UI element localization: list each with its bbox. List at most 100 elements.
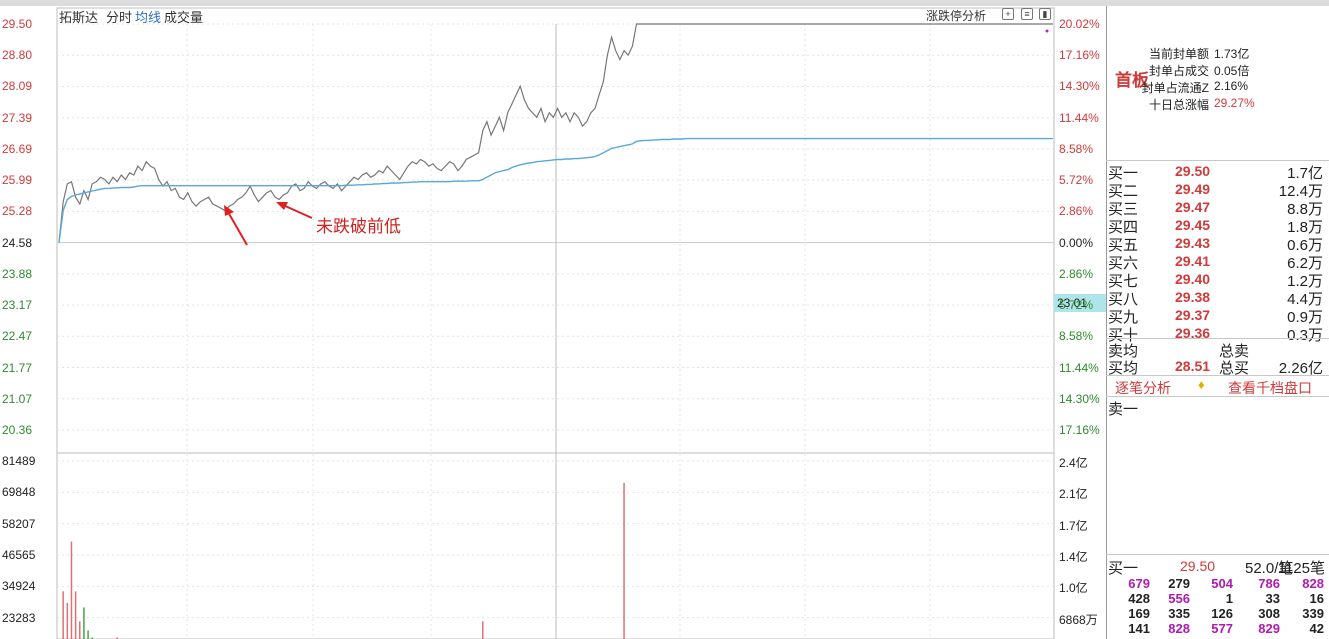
board-info-label: 封单占成交 bbox=[1148, 64, 1209, 78]
pct-tick: 20.02% bbox=[1059, 17, 1100, 31]
quote-panel bbox=[1106, 6, 1329, 639]
pct-tick: 5.72% bbox=[1059, 298, 1094, 313]
divider bbox=[1106, 338, 1329, 339]
queue-cell: 828 bbox=[1302, 576, 1324, 591]
pct-tick: 5.72% bbox=[1059, 173, 1094, 188]
order-level-price: 29.37 bbox=[1175, 307, 1211, 323]
price-tick: 25.99 bbox=[2, 173, 33, 188]
queue-per-trade: 52.0/笔 bbox=[1245, 560, 1294, 577]
pct-tick: 8.58% bbox=[1059, 329, 1094, 344]
board-info-value: 2.16% bbox=[1214, 79, 1249, 93]
volume-amount-tick: 2.4亿 bbox=[1059, 456, 1088, 470]
queue-cell: 279 bbox=[1168, 576, 1190, 591]
board-info-value: 1.73亿 bbox=[1214, 47, 1250, 61]
order-level-price: 29.43 bbox=[1175, 235, 1211, 251]
add-icon[interactable]: + bbox=[1002, 8, 1014, 20]
pct-tick: 14.30% bbox=[1059, 391, 1100, 406]
stock-name: 拓斯达 bbox=[59, 10, 99, 25]
queue-cell: 141 bbox=[1128, 621, 1150, 636]
price-tick: 23.88 bbox=[2, 266, 33, 281]
queue-label: 买一 bbox=[1108, 560, 1139, 577]
settings-icon[interactable]: ≡ bbox=[1021, 8, 1033, 20]
queue-cell: 786 bbox=[1258, 576, 1280, 591]
divider bbox=[1106, 160, 1329, 161]
price-tick: 23.17 bbox=[2, 298, 33, 313]
queue-cell: 679 bbox=[1128, 576, 1150, 591]
order-level-volume: 8.8万 bbox=[1287, 201, 1323, 218]
price-tick: 21.77 bbox=[2, 360, 33, 375]
divider bbox=[1106, 375, 1329, 376]
price-tick: 28.09 bbox=[2, 79, 33, 94]
price-tick: 24.58 bbox=[2, 235, 33, 250]
queue-cell: 577 bbox=[1211, 621, 1233, 636]
buy-avg-label: 买均 bbox=[1108, 360, 1139, 377]
order-level-label: 买七 bbox=[1108, 273, 1139, 290]
board-info-label: 十日总涨幅 bbox=[1148, 98, 1209, 112]
pct-tick: 2.86% bbox=[1059, 266, 1094, 281]
annotation-arrowhead bbox=[224, 205, 234, 216]
order-level-volume: 1.7亿 bbox=[1287, 165, 1323, 182]
price-tick: 29.50 bbox=[2, 17, 33, 31]
price-tick: 22.47 bbox=[2, 329, 33, 344]
buy-total-label: 总买 bbox=[1219, 360, 1250, 377]
pct-tick: 8.58% bbox=[1059, 141, 1094, 156]
order-level-label: 买四 bbox=[1108, 219, 1139, 236]
order-level-price: 29.50 bbox=[1175, 163, 1211, 179]
order-level-price: 29.36 bbox=[1175, 325, 1211, 341]
order-level-volume: 0.9万 bbox=[1287, 309, 1323, 326]
volume-tick: 58207 bbox=[2, 516, 36, 531]
view-depth-link[interactable]: 查看千档盘口 bbox=[1228, 380, 1312, 396]
pct-tick: 2.86% bbox=[1059, 204, 1094, 219]
trade-detail-link[interactable]: 逐笔分析 bbox=[1115, 380, 1171, 396]
limit-marker-dot bbox=[1045, 29, 1049, 33]
queue-cell: 339 bbox=[1302, 606, 1324, 621]
pct-tick: 17.16% bbox=[1059, 48, 1100, 63]
price-tick: 20.36 bbox=[2, 423, 33, 437]
order-level-volume: 6.2万 bbox=[1287, 255, 1323, 272]
board-title: 首板 bbox=[1115, 71, 1149, 90]
toggle-panel-icon[interactable]: ▮ bbox=[1039, 8, 1051, 20]
queue-cell: 33 bbox=[1265, 591, 1280, 606]
queue-cell: 828 bbox=[1168, 621, 1190, 636]
order-level-label: 买一 bbox=[1108, 165, 1139, 182]
price-tick: 25.28 bbox=[2, 204, 33, 219]
annotation-arrow bbox=[227, 211, 248, 246]
tab-avg-line[interactable]: 均线 bbox=[135, 10, 162, 25]
order-level-price: 29.49 bbox=[1175, 181, 1211, 197]
queue-cell: 556 bbox=[1168, 591, 1190, 606]
chart-frame bbox=[56, 7, 1055, 639]
queue-count: 1125笔 bbox=[1277, 560, 1325, 577]
queue-cell: 42 bbox=[1309, 621, 1324, 636]
queue-cell: 126 bbox=[1211, 606, 1233, 621]
order-level-label: 买二 bbox=[1108, 183, 1139, 200]
order-level-label: 买十 bbox=[1108, 327, 1139, 344]
limit-analysis-button[interactable]: 涨跌停分析 bbox=[926, 9, 987, 23]
queue-price: 29.50 bbox=[1180, 558, 1216, 574]
queue-cell: 504 bbox=[1211, 576, 1233, 591]
volume-amount-tick: 1.7亿 bbox=[1059, 518, 1088, 533]
pct-tick: 14.30% bbox=[1059, 79, 1100, 94]
order-level-price: 29.41 bbox=[1175, 253, 1211, 269]
volume-amount-tick: 1.4亿 bbox=[1059, 550, 1088, 564]
lightbulb-icon[interactable]: ♦ bbox=[1198, 377, 1205, 392]
queue-cell: 1 bbox=[1225, 591, 1233, 606]
order-level-label: 买六 bbox=[1108, 255, 1139, 272]
order-level-volume: 4.4万 bbox=[1287, 291, 1323, 308]
order-level-label: 买九 bbox=[1108, 309, 1139, 326]
order-level-volume: 0.3万 bbox=[1287, 327, 1323, 344]
order-level-label: 买八 bbox=[1108, 291, 1139, 308]
top-strip bbox=[0, 0, 1329, 6]
pct-tick: 11.44% bbox=[1059, 360, 1099, 375]
order-level-price: 29.40 bbox=[1175, 271, 1211, 287]
volume-amount-tick: 1.0亿 bbox=[1059, 581, 1088, 596]
divider bbox=[1106, 554, 1329, 555]
cursor-price-label: 23.01 bbox=[1054, 294, 1107, 312]
price-tick: 28.80 bbox=[2, 48, 33, 63]
queue-cell: 428 bbox=[1128, 591, 1150, 606]
queue-cell: 335 bbox=[1168, 606, 1190, 621]
volume-tick: 46565 bbox=[2, 548, 36, 562]
order-level-volume: 12.4万 bbox=[1278, 183, 1323, 200]
tab-volume[interactable]: 成交量 bbox=[164, 10, 204, 25]
tab-timeshare[interactable]: 分时 bbox=[106, 10, 133, 25]
